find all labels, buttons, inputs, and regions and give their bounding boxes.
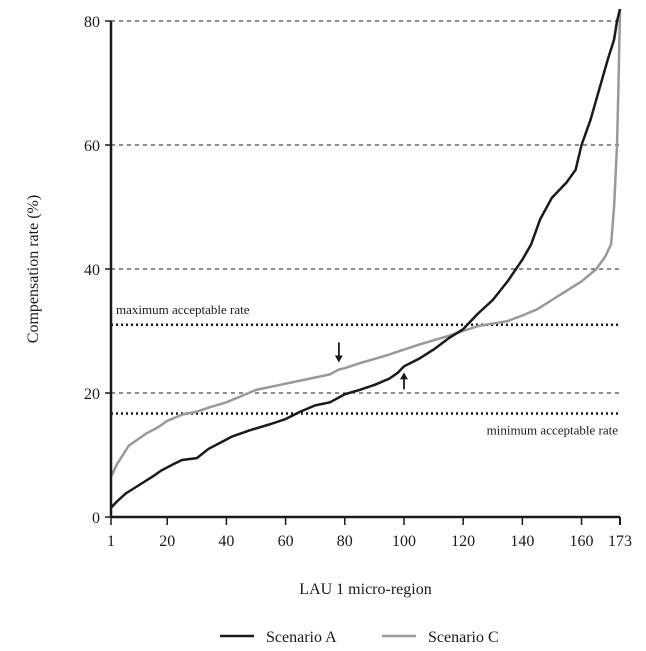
x-axis-title: LAU 1 micro-region bbox=[299, 581, 431, 598]
y-tick-label-20: 20 bbox=[84, 386, 100, 403]
x-tick-label-160: 160 bbox=[570, 533, 594, 550]
arrow-head-1 bbox=[399, 372, 408, 380]
gridlines bbox=[111, 20, 620, 394]
reference-lines bbox=[111, 323, 620, 415]
y-tick-label-60: 60 bbox=[84, 138, 100, 155]
min-rate-label: minimum acceptable rate bbox=[487, 422, 619, 437]
legend-label-scenario-c: Scenario C bbox=[428, 629, 499, 646]
y-tick-label-0: 0 bbox=[92, 510, 100, 527]
x-tick-label-60: 60 bbox=[278, 533, 294, 550]
arrow-head-0 bbox=[334, 355, 343, 363]
x-tick-label-100: 100 bbox=[392, 533, 416, 550]
x-tick-label-1: 1 bbox=[107, 533, 115, 550]
max-rate-label: maximum acceptable rate bbox=[116, 302, 250, 317]
annotation-arrows bbox=[334, 342, 408, 390]
series-line-scenario-a bbox=[110, 8, 622, 509]
y-axis-title: Compensation rate (%) bbox=[25, 195, 42, 343]
x-tick-label-120: 120 bbox=[451, 533, 475, 550]
axes bbox=[105, 20, 621, 525]
x-tick-label-173: 173 bbox=[608, 533, 632, 550]
y-tick-label-40: 40 bbox=[84, 262, 100, 279]
x-tick-label-20: 20 bbox=[159, 533, 175, 550]
legend-label-scenario-a: Scenario A bbox=[266, 629, 337, 646]
series-lines bbox=[109, 8, 622, 509]
y-tick-label-80: 80 bbox=[84, 14, 100, 31]
x-tick-label-140: 140 bbox=[510, 533, 534, 550]
legend: Scenario A Scenario C bbox=[220, 629, 499, 646]
x-tick-label-40: 40 bbox=[218, 533, 234, 550]
x-tick-label-80: 80 bbox=[337, 533, 353, 550]
series-line-scenario-c bbox=[109, 8, 622, 478]
